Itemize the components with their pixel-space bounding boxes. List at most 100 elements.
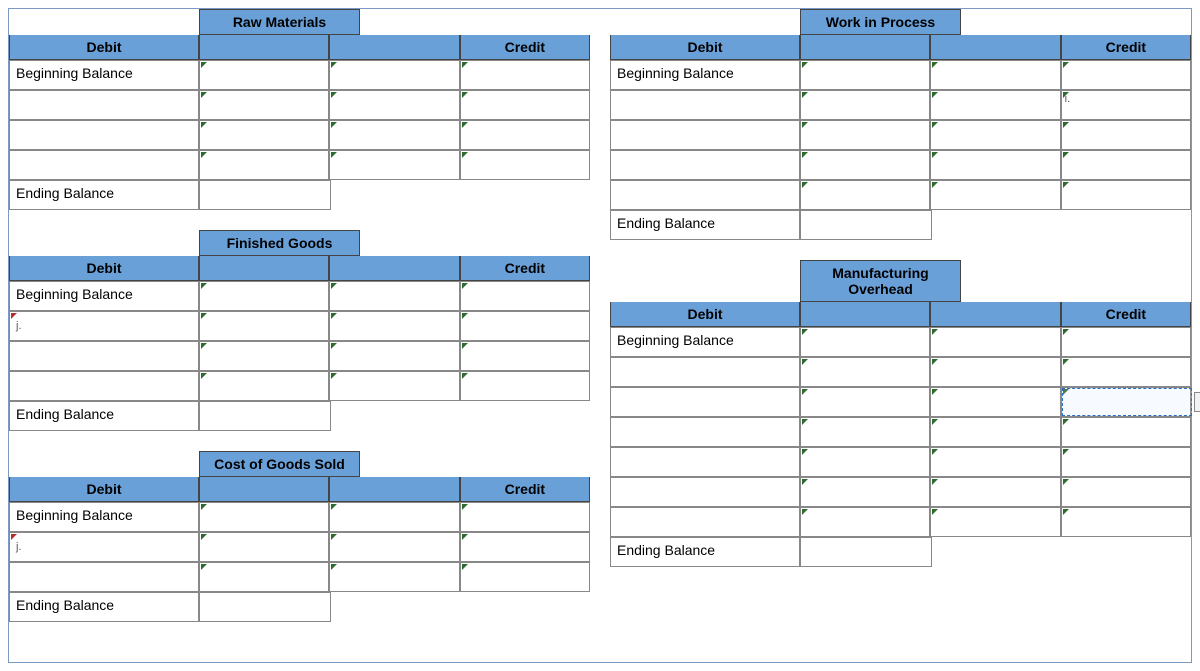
ending-balance-cell[interactable]: [199, 592, 331, 622]
mid-cell[interactable]: [930, 477, 1060, 507]
debit-cell[interactable]: [199, 502, 329, 532]
debit-cell[interactable]: [199, 311, 329, 341]
mid-cell[interactable]: [329, 371, 459, 401]
row-label-cell[interactable]: [9, 150, 199, 180]
mid-cell[interactable]: [329, 60, 459, 90]
mid-cell[interactable]: [329, 150, 459, 180]
mid-cell[interactable]: [329, 532, 459, 562]
credit-cell[interactable]: [1061, 120, 1191, 150]
mid-cell[interactable]: [329, 562, 459, 592]
mid-cell[interactable]: [329, 311, 459, 341]
row-label-cell[interactable]: [610, 120, 800, 150]
credit-cell[interactable]: [460, 150, 590, 180]
credit-cell[interactable]: [460, 90, 590, 120]
credit-cell[interactable]: [1061, 447, 1191, 477]
row-label-cell[interactable]: j.: [9, 532, 199, 562]
ending-balance-cell[interactable]: [800, 537, 932, 567]
debit-cell[interactable]: [800, 90, 930, 120]
mid-cell[interactable]: [930, 447, 1060, 477]
debit-cell[interactable]: [800, 150, 930, 180]
row-label-cell[interactable]: Beginning Balance: [610, 327, 800, 357]
ending-balance-cell[interactable]: [199, 180, 331, 210]
row-label-cell[interactable]: Ending Balance: [9, 401, 199, 431]
credit-cell[interactable]: [460, 311, 590, 341]
row-label-cell[interactable]: [9, 341, 199, 371]
mid-cell[interactable]: [329, 120, 459, 150]
row-label-cell[interactable]: [9, 562, 199, 592]
credit-cell[interactable]: [1061, 507, 1191, 537]
credit-cell[interactable]: i.: [1061, 90, 1191, 120]
debit-cell[interactable]: [800, 357, 930, 387]
debit-cell[interactable]: [199, 60, 329, 90]
row-label-cell[interactable]: j.: [9, 311, 199, 341]
mid-cell[interactable]: [329, 341, 459, 371]
debit-cell[interactable]: [199, 341, 329, 371]
ending-balance-cell[interactable]: [800, 210, 932, 240]
credit-cell[interactable]: [460, 532, 590, 562]
row-label-cell[interactable]: Beginning Balance: [9, 60, 199, 90]
row-label-cell[interactable]: [610, 180, 800, 210]
row-label-cell[interactable]: [9, 120, 199, 150]
credit-cell[interactable]: [460, 281, 590, 311]
mid-cell[interactable]: [930, 357, 1060, 387]
row-label-cell[interactable]: [610, 387, 800, 417]
mid-cell[interactable]: [930, 507, 1060, 537]
credit-cell[interactable]: [460, 562, 590, 592]
debit-cell[interactable]: [800, 507, 930, 537]
mid-cell[interactable]: [329, 281, 459, 311]
debit-cell[interactable]: [800, 477, 930, 507]
debit-cell[interactable]: [800, 447, 930, 477]
credit-cell[interactable]: [460, 371, 590, 401]
debit-cell[interactable]: [199, 532, 329, 562]
debit-cell[interactable]: [800, 120, 930, 150]
mid-cell[interactable]: [930, 417, 1060, 447]
credit-cell[interactable]: [460, 120, 590, 150]
row-label-cell[interactable]: Beginning Balance: [610, 60, 800, 90]
debit-cell[interactable]: [800, 327, 930, 357]
row-label-cell[interactable]: Ending Balance: [9, 180, 199, 210]
row-label-cell[interactable]: [610, 477, 800, 507]
debit-cell[interactable]: [199, 281, 329, 311]
debit-cell[interactable]: [800, 417, 930, 447]
row-label-cell[interactable]: Ending Balance: [610, 537, 800, 567]
ending-balance-cell[interactable]: [199, 401, 331, 431]
mid-cell[interactable]: [930, 387, 1060, 417]
credit-cell[interactable]: [460, 341, 590, 371]
row-label-cell[interactable]: [610, 507, 800, 537]
credit-cell[interactable]: [1061, 327, 1191, 357]
mid-cell[interactable]: [930, 327, 1060, 357]
credit-cell[interactable]: [1061, 417, 1191, 447]
row-label-cell[interactable]: [9, 90, 199, 120]
debit-cell[interactable]: [800, 60, 930, 90]
row-label-cell[interactable]: Ending Balance: [610, 210, 800, 240]
credit-cell[interactable]: [460, 60, 590, 90]
row-label-cell[interactable]: [610, 90, 800, 120]
mid-cell[interactable]: [329, 90, 459, 120]
debit-cell[interactable]: [199, 371, 329, 401]
credit-cell[interactable]: [1061, 357, 1191, 387]
credit-cell[interactable]: [1061, 150, 1191, 180]
credit-cell[interactable]: [1061, 180, 1191, 210]
row-label-cell[interactable]: [610, 150, 800, 180]
row-label-cell[interactable]: [610, 447, 800, 477]
mid-cell[interactable]: [329, 502, 459, 532]
debit-cell[interactable]: [199, 120, 329, 150]
mid-cell[interactable]: [930, 150, 1060, 180]
credit-cell[interactable]: ▼: [1061, 387, 1191, 417]
debit-cell[interactable]: [800, 180, 930, 210]
mid-cell[interactable]: [930, 90, 1060, 120]
row-label-cell[interactable]: Beginning Balance: [9, 281, 199, 311]
mid-cell[interactable]: [930, 60, 1060, 90]
mid-cell[interactable]: [930, 180, 1060, 210]
debit-cell[interactable]: [800, 387, 930, 417]
row-label-cell[interactable]: [610, 417, 800, 447]
debit-cell[interactable]: [199, 90, 329, 120]
credit-cell[interactable]: [1061, 60, 1191, 90]
credit-cell[interactable]: [460, 502, 590, 532]
row-label-cell[interactable]: Ending Balance: [9, 592, 199, 622]
cell-dropdown-button[interactable]: ▼: [1194, 392, 1200, 412]
debit-cell[interactable]: [199, 562, 329, 592]
credit-cell[interactable]: [1061, 477, 1191, 507]
row-label-cell[interactable]: [9, 371, 199, 401]
debit-cell[interactable]: [199, 150, 329, 180]
